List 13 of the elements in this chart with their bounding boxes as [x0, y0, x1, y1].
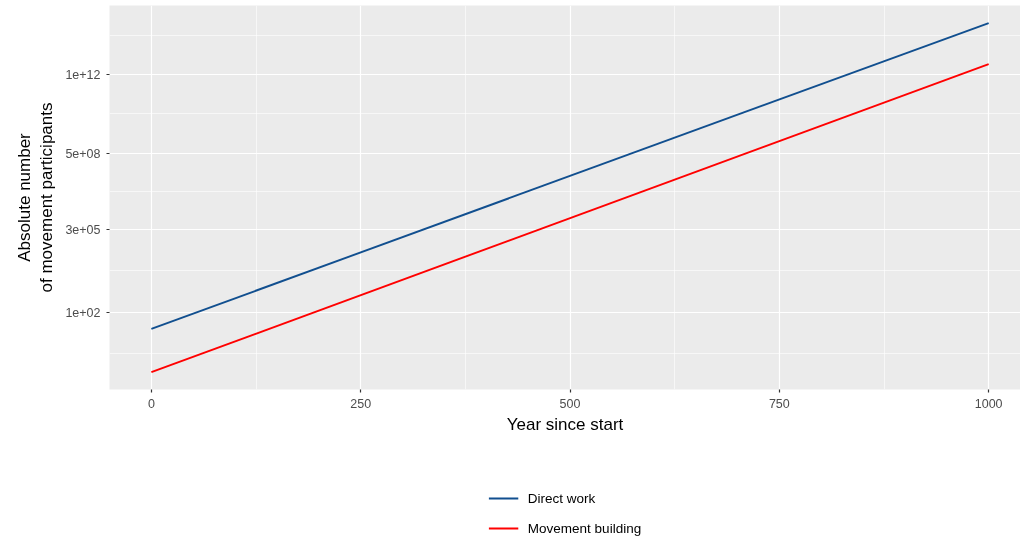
- x-tick-label: 750: [768, 396, 790, 411]
- x-axis-title: Year since start: [506, 414, 624, 434]
- y-axis-title: Absolute number of movement participants: [14, 102, 57, 293]
- y-tick-label: 1e+02: [65, 305, 101, 320]
- legend-label: Direct work: [527, 489, 596, 508]
- y-tick-label: 3e+05: [65, 223, 101, 238]
- x-tick-label: 500: [559, 396, 581, 411]
- x-tick-label: 250: [350, 396, 372, 411]
- legend-label: Movement building: [527, 519, 642, 538]
- y-tick-label: 5e+08: [65, 146, 101, 161]
- x-tick-label: 0: [147, 396, 155, 411]
- y-tick-label: 1e+12: [65, 68, 101, 83]
- x-tick-label: 1000: [974, 396, 1003, 411]
